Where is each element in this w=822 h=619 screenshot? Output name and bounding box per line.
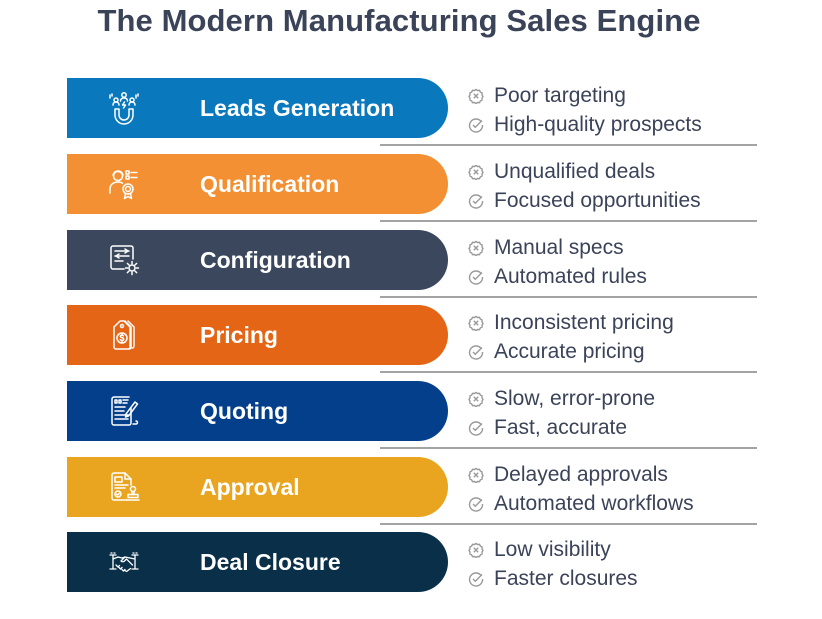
stage-label: Pricing xyxy=(200,322,278,348)
outcome-text: Fast, accurate xyxy=(494,415,628,439)
outcome-text: Automated rules xyxy=(494,264,647,288)
divider xyxy=(380,296,757,298)
person-certificate-icon xyxy=(107,167,141,201)
outcome-item: Automated workflows xyxy=(468,489,694,518)
check-circle-icon xyxy=(468,344,484,360)
magnet-people-icon xyxy=(107,91,141,125)
stage-points: Unqualified deals Focused opportunities xyxy=(468,157,701,215)
outcome-text: Accurate pricing xyxy=(494,339,645,363)
x-circle-icon xyxy=(468,467,484,483)
stage-bar: Leads Generation xyxy=(67,78,448,138)
outcome-item: Focused opportunities xyxy=(468,186,701,215)
price-tag-icon xyxy=(107,318,141,352)
outcome-text: Focused opportunities xyxy=(494,188,701,212)
outcome-item: Automated rules xyxy=(468,262,647,291)
problem-text: Unqualified deals xyxy=(494,159,656,183)
stage-label: Leads Generation xyxy=(200,95,395,121)
stage-bar: Qualification xyxy=(67,154,448,214)
x-circle-icon xyxy=(468,240,484,256)
check-circle-icon xyxy=(468,269,484,285)
check-circle-icon xyxy=(468,193,484,209)
x-circle-icon xyxy=(468,164,484,180)
problem-item: Manual specs xyxy=(468,233,647,262)
problem-item: Delayed approvals xyxy=(468,460,694,489)
problem-text: Delayed approvals xyxy=(494,462,668,486)
outcome-text: Automated workflows xyxy=(494,491,694,515)
outcome-text: High-quality prospects xyxy=(494,112,702,136)
problem-text: Slow, error-prone xyxy=(494,386,656,410)
stage-row-deal-closure: Deal Closure Low visibility Faster closu… xyxy=(0,532,822,608)
stage-points: Poor targeting High-quality prospects xyxy=(468,81,702,139)
problem-text: Manual specs xyxy=(494,235,624,259)
problem-item: Slow, error-prone xyxy=(468,384,655,413)
quote-document-pen-icon xyxy=(107,394,141,428)
stage-label: Deal Closure xyxy=(200,549,341,575)
stage-row-approval: Approval Delayed approvals Automated wor… xyxy=(0,457,822,533)
stage-bar: Deal Closure xyxy=(67,532,448,592)
problem-text: Low visibility xyxy=(494,537,611,561)
outcome-item: Faster closures xyxy=(468,564,638,593)
outcome-item: High-quality prospects xyxy=(468,110,702,139)
divider xyxy=(380,447,757,449)
problem-item: Unqualified deals xyxy=(468,157,701,186)
stage-label: Qualification xyxy=(200,171,340,197)
divider xyxy=(380,220,757,222)
stage-points: Manual specs Automated rules xyxy=(468,233,647,291)
x-circle-icon xyxy=(468,88,484,104)
stage-row-configuration: Configuration Manual specs Automated rul… xyxy=(0,230,822,306)
stage-bar: Approval xyxy=(67,457,448,517)
handshake-icon xyxy=(107,545,141,579)
outcome-item: Fast, accurate xyxy=(468,413,655,442)
x-circle-icon xyxy=(468,542,484,558)
divider xyxy=(380,523,757,525)
outcome-item: Accurate pricing xyxy=(468,337,674,366)
stage-label: Configuration xyxy=(200,247,351,273)
stage-label: Quoting xyxy=(200,398,289,424)
x-circle-icon xyxy=(468,315,484,331)
check-circle-icon xyxy=(468,117,484,133)
stage-points: Inconsistent pricing Accurate pricing xyxy=(468,308,674,366)
problem-item: Poor targeting xyxy=(468,81,702,110)
stage-points: Low visibility Faster closures xyxy=(468,535,638,593)
check-circle-icon xyxy=(468,420,484,436)
x-circle-icon xyxy=(468,391,484,407)
problem-text: Poor targeting xyxy=(494,83,626,107)
stage-bar: Configuration xyxy=(67,230,448,290)
check-circle-icon xyxy=(468,496,484,512)
stage-points: Slow, error-prone Fast, accurate xyxy=(468,384,655,442)
stage-bar: Quoting xyxy=(67,381,448,441)
problem-item: Low visibility xyxy=(468,535,638,564)
stage-label: Approval xyxy=(200,474,300,500)
stage-row-quoting: Quoting Slow, error-prone Fast, accurate xyxy=(0,381,822,457)
settings-document-icon xyxy=(107,243,141,277)
divider xyxy=(380,144,757,146)
outcome-text: Faster closures xyxy=(494,566,638,590)
divider xyxy=(380,371,757,373)
problem-item: Inconsistent pricing xyxy=(468,308,674,337)
check-circle-icon xyxy=(468,571,484,587)
stage-row-pricing: Pricing Inconsistent pricing Accurate pr… xyxy=(0,305,822,381)
stage-row-qualification: Qualification Unqualified deals Focused … xyxy=(0,154,822,230)
stage-bar: Pricing xyxy=(67,305,448,365)
stage-row-leads-generation: Leads Generation Poor targeting High-qua… xyxy=(0,78,822,154)
problem-text: Inconsistent pricing xyxy=(494,310,674,334)
document-stamp-icon xyxy=(107,470,141,504)
page-title: The Modern Manufacturing Sales Engine xyxy=(97,3,701,38)
stage-points: Delayed approvals Automated workflows xyxy=(468,460,694,518)
